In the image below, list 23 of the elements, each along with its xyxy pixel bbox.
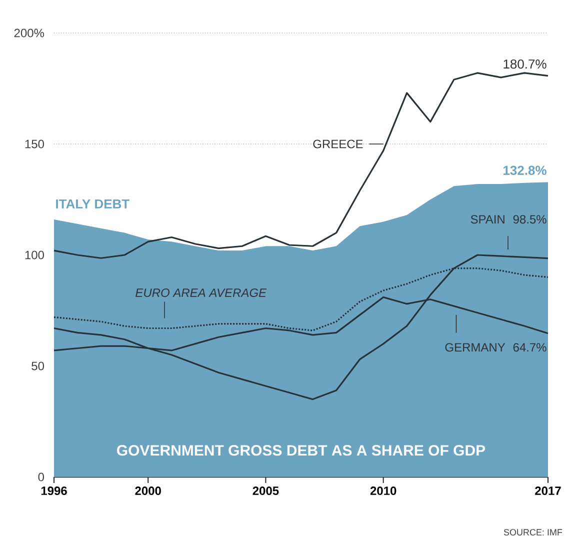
line-series [53,72,549,259]
x-tick-label: 1996 [41,486,67,496]
x-tick-label: 2000 [135,486,161,496]
y-tick-label: 0 [38,472,44,482]
annotation: 98.5% [513,215,546,224]
source-note: SOURCE: IMF [504,529,562,536]
series-label: GERMANY [445,343,506,352]
line-series [53,254,549,400]
x-tick-label: 2017 [535,486,561,496]
y-tick-label: 200% [14,28,44,38]
text: GOVERNMENT GROSS DEBT AS A SHARE OF GDP [117,445,486,456]
annotation: 64.7% [513,343,546,352]
annotation: 180.7% [504,59,546,69]
y-tick-label: 100 [25,250,44,260]
legend-label: GREECE [313,140,363,148]
x-tick-label: 2005 [252,486,279,496]
y-tick-label: 50 [32,362,44,370]
x-tick-label: 2010 [370,486,396,496]
annotation: 132.8% [504,166,546,175]
text: EURO AREA AVERAGE [136,288,267,297]
y-tick-label: 150 [25,140,44,148]
series-label: ITALY DEBT [56,199,130,208]
text: SPAIN [470,215,504,224]
